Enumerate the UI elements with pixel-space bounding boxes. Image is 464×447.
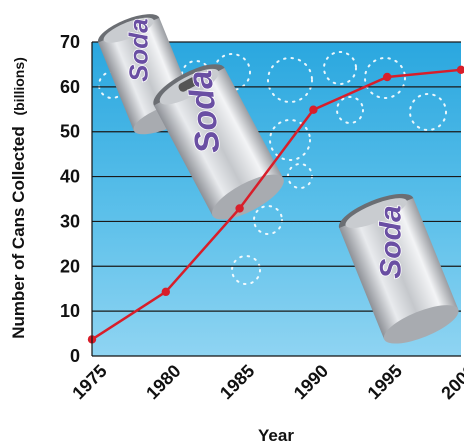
y-tick-label: 60	[60, 77, 80, 97]
y-tick-label: 70	[60, 32, 80, 52]
y-tick-label: 30	[60, 211, 80, 231]
data-point	[456, 65, 464, 75]
x-tick-label: 2000	[437, 361, 464, 403]
y-tick-label: 40	[60, 167, 80, 187]
data-point	[235, 204, 244, 213]
can-label: Soda	[181, 69, 227, 156]
y-tick-label: 20	[60, 256, 80, 276]
y-axis-title-unit: (billions)	[11, 57, 27, 115]
series-line	[91, 68, 462, 341]
y-tick-label: 50	[60, 122, 80, 142]
x-tick-label: 1985	[216, 361, 258, 403]
x-axis-title: Year	[258, 426, 294, 445]
data-point	[383, 72, 392, 82]
y-tick-label: 10	[60, 301, 80, 321]
y-axis-title: Number of Cans Collected (billions)	[9, 57, 28, 339]
can-label: Soda	[124, 18, 154, 82]
soda-can-illustration: Soda Soda Soda	[97, 14, 459, 344]
can-label: Soda	[375, 205, 408, 278]
x-tick-label: 1990	[290, 361, 332, 403]
y-tick-labels: 0 10 20 30 40 50 60 70	[60, 32, 80, 366]
x-tick-label: 1975	[68, 361, 110, 403]
x-tick-label: 1980	[142, 361, 184, 403]
y-tick-label: 0	[70, 346, 80, 366]
data-point	[309, 105, 318, 114]
y-axis-title-main: Number of Cans Collected	[9, 126, 28, 339]
x-tick-labels: 1975 1980 1985 1990 1995 2000	[68, 361, 464, 403]
x-tick-label: 1995	[364, 361, 406, 403]
data-point	[161, 287, 170, 297]
data-series	[87, 65, 464, 344]
